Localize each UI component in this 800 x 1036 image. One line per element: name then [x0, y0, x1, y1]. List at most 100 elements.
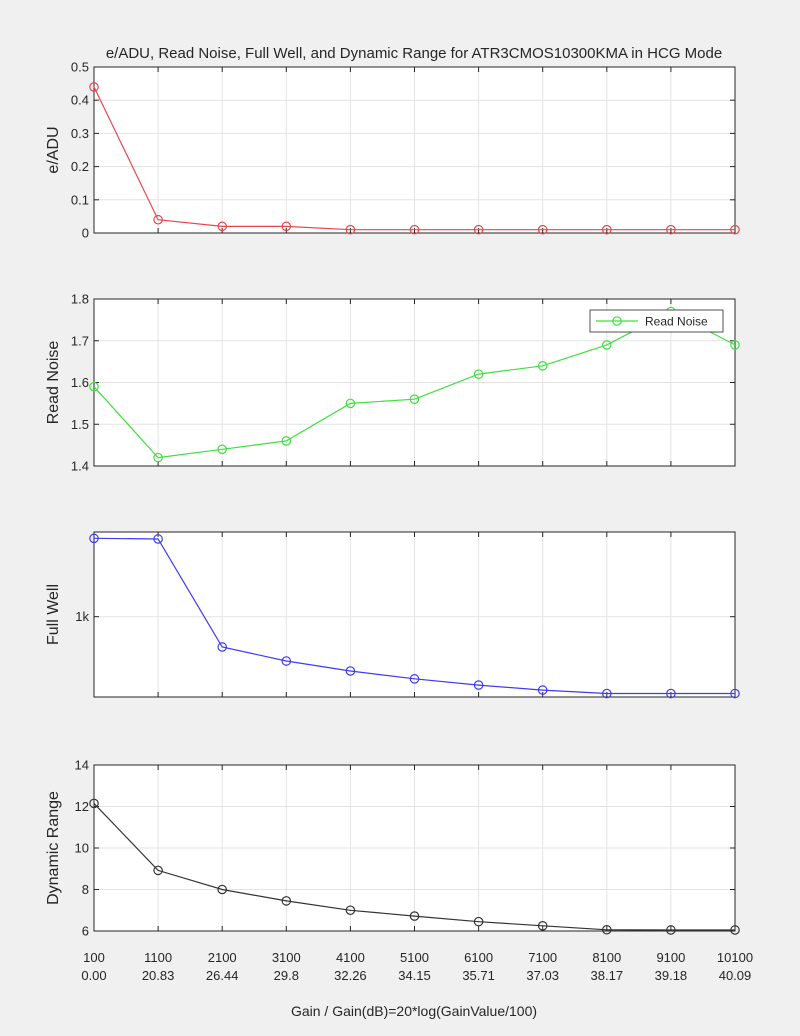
x-tick-label-db: 26.44	[206, 968, 239, 983]
data-point	[345, 398, 356, 409]
data-point	[473, 369, 484, 379]
data-point	[153, 534, 163, 544]
data-point	[345, 224, 356, 235]
legend-box	[589, 309, 724, 333]
data-point	[153, 214, 163, 225]
y-tick-label: 8	[82, 882, 89, 897]
data-point	[217, 884, 227, 895]
data-point	[473, 916, 484, 927]
x-tick-label-gain: 8100	[592, 950, 621, 965]
data-point	[89, 798, 99, 809]
data-point	[345, 666, 356, 676]
panel-2: 1.4 1.5 1.6 1.7 1.8 Read Noise Read Noise	[45, 292, 740, 474]
y-tick-label: 10	[75, 841, 89, 856]
y-tick-label: 0	[82, 226, 89, 241]
y-axis-label: Dynamic Range	[45, 791, 62, 905]
x-tick-label-db: 32.26	[334, 968, 367, 983]
y-tick-label: 1.6	[71, 375, 89, 390]
series-line	[93, 310, 736, 459]
data-point	[537, 921, 548, 931]
x-tick-label-db: 37.03	[526, 968, 559, 983]
data-point	[537, 224, 548, 235]
x-tick-label-gain: 1100	[144, 950, 172, 965]
data-point	[666, 688, 676, 699]
x-tick-label-db: 40.09	[719, 968, 752, 983]
data-point	[217, 444, 227, 455]
data-point	[730, 688, 740, 699]
y-tick-label: 1k	[75, 609, 89, 624]
data-point	[153, 865, 163, 876]
y-tick-label: 0.3	[71, 126, 89, 141]
data-point	[409, 911, 420, 921]
y-tick-label: 14	[75, 758, 89, 773]
data-point	[345, 905, 356, 916]
x-axis-label: Gain / Gain(dB)=20*log(GainValue/100)	[291, 1003, 537, 1019]
data-point	[217, 642, 227, 652]
data-point	[537, 685, 548, 695]
x-tick-label-db: 38.17	[591, 968, 624, 983]
y-tick-label: 12	[75, 799, 89, 814]
x-tick-label-gain: 9100	[656, 950, 685, 965]
data-point	[281, 221, 292, 232]
x-tick-label-db: 29.8	[274, 968, 299, 983]
data-point	[601, 224, 612, 235]
x-tick-label-db: 34.15	[398, 968, 431, 983]
data-point	[601, 924, 612, 935]
x-tick-label-db: 0.00	[81, 968, 106, 983]
data-point	[730, 925, 740, 935]
x-tick-label-gain: 7100	[528, 950, 557, 965]
y-tick-label: 1.8	[71, 292, 89, 307]
x-tick-label-gain: 2100	[208, 950, 237, 965]
y-tick-label: 0.4	[71, 93, 89, 108]
data-point	[281, 436, 292, 446]
data-point	[601, 340, 612, 350]
data-point	[537, 360, 548, 371]
data-point	[730, 340, 740, 350]
y-tick-label: 6	[82, 924, 89, 939]
axes-box	[93, 531, 736, 698]
y-tick-label: 0.5	[71, 60, 89, 75]
y-axis-label: Read Noise	[45, 341, 62, 425]
data-point	[730, 224, 740, 235]
data-point	[409, 674, 420, 684]
legend-marker	[612, 316, 622, 326]
panel-3: 1k Full Well	[45, 531, 740, 699]
x-tick-label-gain: 3100	[272, 950, 301, 965]
data-point	[601, 688, 612, 699]
x-tick-label-gain: 10100	[717, 950, 753, 965]
data-point	[473, 224, 484, 235]
y-tick-label: 1.7	[71, 333, 89, 348]
legend-label: Read Noise	[645, 315, 708, 329]
data-point	[409, 224, 420, 235]
y-axis-label: Full Well	[45, 584, 62, 645]
panels: 0 0.1 0.2 0.3 0.4 0.5 e/ADU 1.4 1.5 1.6 1.7 1.8 Read…	[45, 60, 740, 939]
data-point	[89, 533, 99, 544]
x-tick-label-db: 20.83	[142, 968, 175, 983]
data-point	[89, 381, 99, 392]
series-line	[93, 537, 735, 695]
axes-box	[93, 66, 736, 234]
data-point	[666, 925, 676, 935]
series-line	[93, 802, 735, 931]
y-tick-label: 1.5	[71, 417, 89, 432]
x-tick-label-db: 35.71	[462, 968, 495, 983]
x-tick-label-gain: 6100	[464, 950, 493, 965]
x-tick-label-db: 39.18	[655, 968, 688, 983]
chart-title: e/ADU, Read Noise, Full Well, and Dynami…	[106, 45, 722, 62]
panel-1: 0 0.1 0.2 0.3 0.4 0.5 e/ADU	[45, 60, 740, 241]
x-axis-tick-labels: 100 0.00 1100 20.83 2100 26.44 3100 29.8 4100 32.…	[81, 950, 753, 983]
y-tick-label: 1.4	[71, 459, 89, 474]
axes-box	[93, 764, 736, 932]
y-tick-label: 0.1	[71, 192, 89, 207]
x-tick-label-gain: 5100	[400, 950, 429, 965]
data-point	[666, 224, 676, 235]
panel-4: 6 8 10 12 14 Dynamic Range	[45, 758, 740, 939]
data-point	[281, 896, 292, 906]
data-point	[473, 680, 484, 690]
data-point	[89, 82, 99, 92]
series-line	[93, 86, 735, 231]
data-point	[217, 221, 227, 232]
y-axis-label: e/ADU	[45, 126, 62, 173]
data-point	[281, 656, 292, 666]
